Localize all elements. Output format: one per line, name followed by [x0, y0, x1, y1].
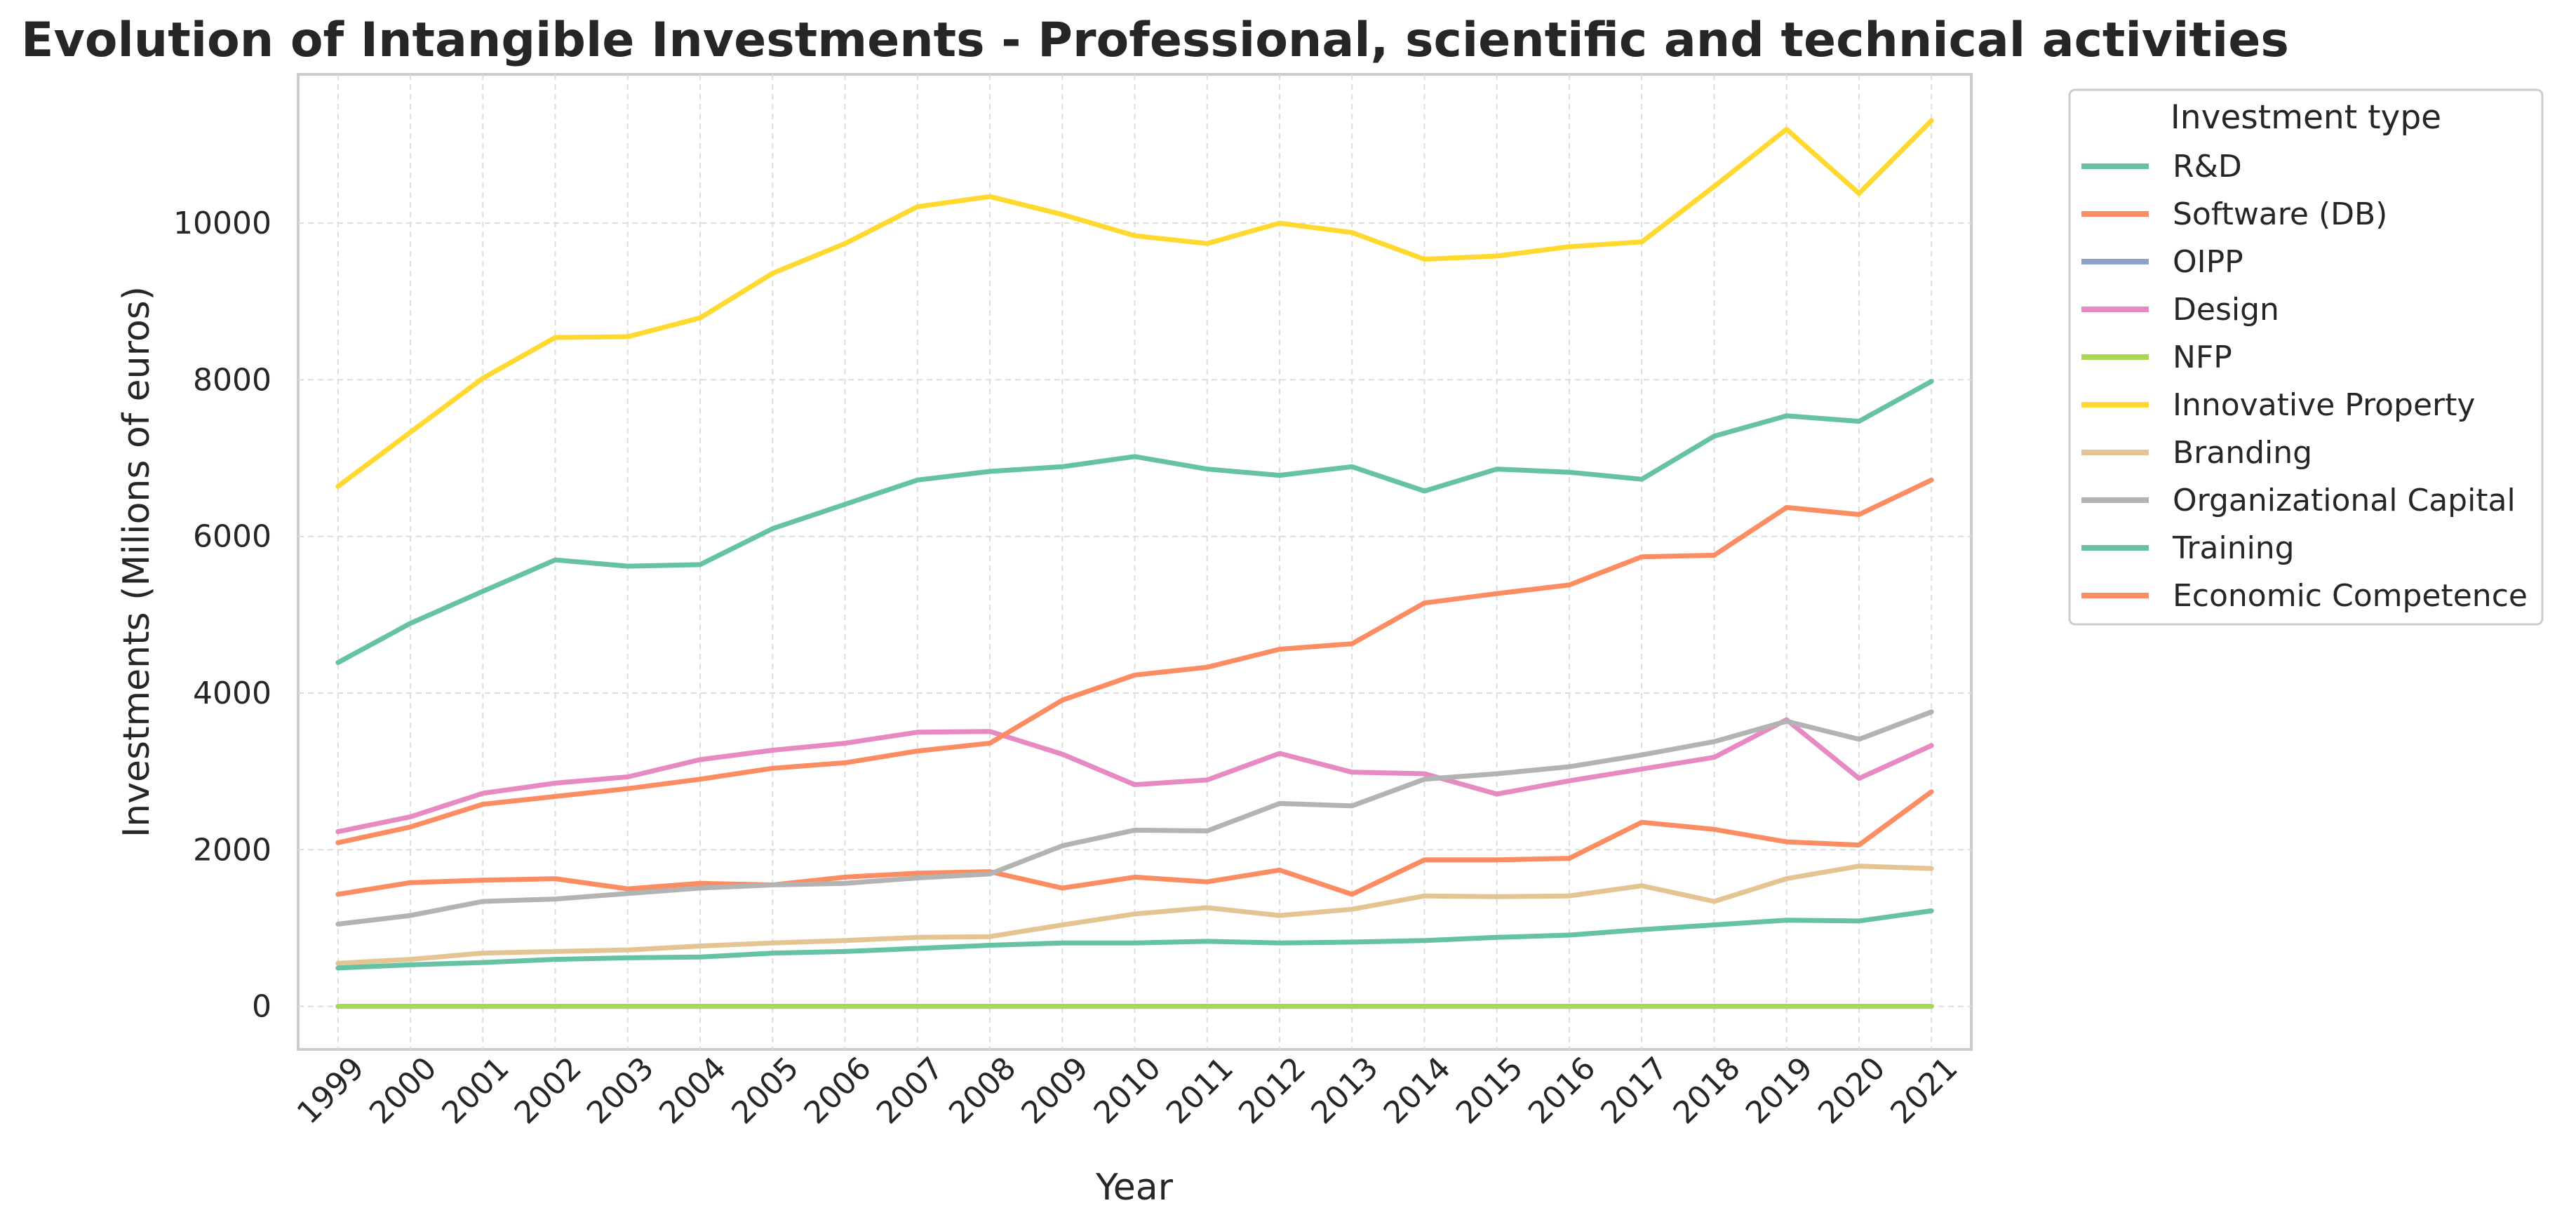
x-tick-label: 2015 — [1449, 1050, 1530, 1131]
y-tick-label: 4000 — [193, 676, 271, 711]
series-line-innovative-property — [335, 118, 1934, 489]
x-tick-label: 2003 — [580, 1050, 661, 1131]
series-line-branding — [335, 864, 1934, 966]
x-tick-label: 2012 — [1232, 1050, 1313, 1131]
legend-label-organizational-capital: Organizational Capital — [2173, 483, 2516, 518]
legend-label-r-d: R&D — [2173, 149, 2242, 184]
series-lines — [335, 118, 1934, 1009]
x-tick-label: 2002 — [508, 1050, 589, 1131]
x-tick-label: 2006 — [798, 1050, 878, 1131]
series-line-training — [335, 908, 1934, 971]
x-tick-label: 2011 — [1160, 1050, 1240, 1131]
x-tick-label: 2007 — [870, 1050, 951, 1131]
legend-label-nfp: NFP — [2173, 340, 2232, 375]
x-tick-label: 2013 — [1304, 1050, 1385, 1131]
y-axis-title: Investments (Milions of euros) — [116, 286, 158, 838]
plot-area — [297, 73, 1973, 1051]
x-tick-label: 2004 — [652, 1050, 733, 1131]
x-tick-label: 2000 — [363, 1050, 443, 1131]
y-tick-label: 10000 — [173, 206, 271, 241]
x-tick-label: 2016 — [1522, 1050, 1602, 1131]
legend-frame — [2068, 88, 2544, 626]
x-tick-label: 2008 — [942, 1050, 1023, 1131]
legend-title: Investment type — [2171, 98, 2441, 137]
series-line-design — [335, 717, 1934, 835]
x-tick-label: 2018 — [1667, 1050, 1747, 1131]
legend-label-economic-competence: Economic Competence — [2173, 578, 2528, 614]
x-tick-label: 1999 — [290, 1050, 371, 1131]
x-tick-label: 2001 — [435, 1050, 516, 1131]
series-line-organizational-capital — [335, 709, 1934, 927]
legend-label-software-db: Software (DB) — [2173, 196, 2387, 232]
x-tick-label: 2021 — [1884, 1050, 1964, 1131]
x-axis-title: Year — [1095, 1167, 1174, 1209]
y-tick-label: 8000 — [193, 362, 271, 398]
y-axis-ticks: 0 2000 4000 6000 8000 10000 — [173, 206, 271, 1024]
y-tick-label: 6000 — [193, 519, 271, 555]
legend-label-training: Training — [2172, 530, 2295, 566]
legend-label-design: Design — [2173, 292, 2279, 328]
series-line-economic-competence — [335, 477, 1934, 845]
x-axis-ticks: 1999200020012002200320042005200620072008… — [290, 1050, 1965, 1131]
x-tick-label: 2019 — [1739, 1050, 1820, 1131]
x-tick-label: 2014 — [1377, 1050, 1458, 1131]
x-tick-label: 2009 — [1014, 1050, 1095, 1131]
x-tick-label: 2017 — [1594, 1050, 1675, 1131]
series-line-software-db — [335, 789, 1934, 897]
x-tick-label: 2005 — [725, 1050, 805, 1131]
series-line-r-d — [335, 379, 1934, 665]
legend-label-oipp: OIPP — [2173, 244, 2243, 280]
x-tick-label: 2010 — [1087, 1050, 1168, 1131]
y-tick-label: 0 — [252, 989, 271, 1025]
x-tick-label: 2020 — [1811, 1050, 1892, 1131]
legend: Investment type R&D Software (DB) OIPP Desi… — [2068, 88, 2544, 626]
legend-items: R&D Software (DB) OIPP Design NFP Innovative … — [2081, 149, 2528, 614]
y-tick-label: 2000 — [193, 832, 271, 868]
legend-label-innovative-property: Innovative Property — [2173, 387, 2475, 423]
chart-title: Evolution of Intangible Investments - Pr… — [21, 13, 2289, 68]
legend-label-branding: Branding — [2173, 435, 2312, 471]
